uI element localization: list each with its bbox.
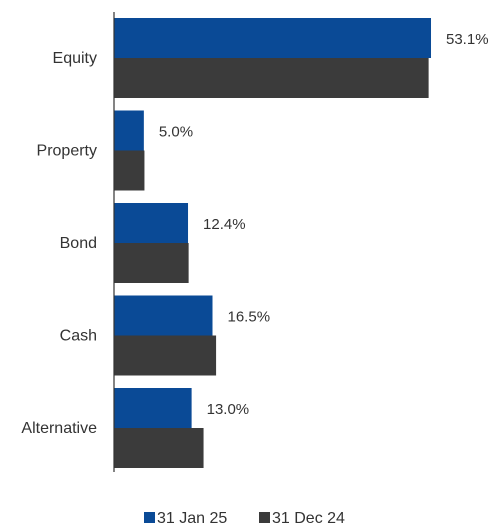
legend-swatch-dec24 xyxy=(259,512,270,523)
category-labels: Equity Property Bond Cash Alternative xyxy=(21,50,97,437)
bar-property-jan25 xyxy=(114,110,144,151)
category-label-bond: Bond xyxy=(60,235,97,252)
bar-cash-jan25 xyxy=(114,295,213,336)
value-label-cash: 16.5% xyxy=(228,309,271,326)
value-label-bond: 12.4% xyxy=(203,216,246,233)
value-labels: 53.1% 5.0% 12.4% 16.5% 13.0% xyxy=(159,31,489,418)
value-label-equity: 53.1% xyxy=(446,31,489,48)
bar-equity-jan25 xyxy=(114,18,432,58)
value-label-alternative: 13.0% xyxy=(207,401,250,418)
category-label-equity: Equity xyxy=(53,50,97,67)
legend-label-jan25: 31 Jan 25 xyxy=(157,510,227,527)
category-label-property: Property xyxy=(37,143,97,160)
bar-alternative-dec24 xyxy=(114,428,204,468)
bar-bond-dec24 xyxy=(114,243,189,283)
category-label-cash: Cash xyxy=(60,328,97,345)
bar-equity-dec24 xyxy=(114,58,429,98)
bar-cash-dec24 xyxy=(114,335,217,376)
bars xyxy=(114,18,432,468)
category-label-alternative: Alternative xyxy=(21,420,97,437)
bar-bond-jan25 xyxy=(114,203,189,243)
legend-swatch-jan25 xyxy=(144,512,155,523)
bar-property-dec24 xyxy=(114,150,145,191)
value-label-property: 5.0% xyxy=(159,124,193,141)
bar-alternative-jan25 xyxy=(114,388,192,428)
legend-label-dec24: 31 Dec 24 xyxy=(272,510,345,527)
legend: 31 Jan 25 31 Dec 24 xyxy=(144,510,345,527)
